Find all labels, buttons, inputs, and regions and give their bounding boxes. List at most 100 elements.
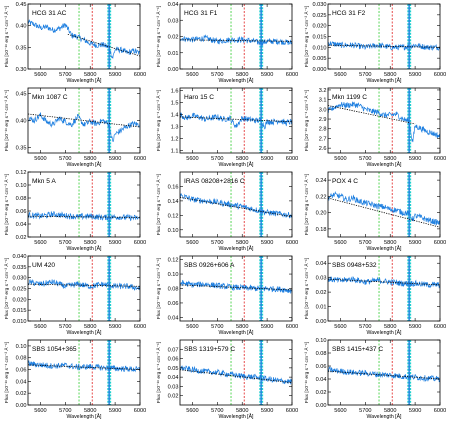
- plot-area: [180, 340, 292, 405]
- spectrum-line: [180, 193, 292, 219]
- y-axis-label: Flux [10⁻¹⁶ erg s⁻¹ cm⁻² Å⁻¹]: [155, 174, 162, 235]
- continuum-fit-line: [28, 283, 140, 287]
- y-axis-label: Flux [10⁻¹⁶ erg s⁻¹ cm⁻² Å⁻¹]: [3, 258, 10, 319]
- x-tick-label: 5600: [186, 408, 198, 414]
- plot-area: [180, 256, 292, 321]
- y-tick-label: 0.030: [313, 2, 327, 8]
- y-tick-label: 0.00: [316, 319, 327, 325]
- x-tick-label: 6000: [434, 72, 446, 78]
- plot-frame: [179, 87, 293, 154]
- plot-area: [328, 4, 440, 69]
- panel-4: 5600 5700 5800 5900 6000 0.35 0.40 0.45 Mkn 1087…: [3, 87, 146, 168]
- x-tick-label: 5700: [59, 408, 71, 414]
- y-axis-label: Flux [10⁻¹⁶ erg s⁻¹ cm⁻² Å⁻¹]: [155, 258, 162, 319]
- x-tick-label: 6000: [434, 408, 446, 414]
- x-tick-label: 5600: [34, 324, 46, 330]
- panel-title: Mkn 1087 C: [32, 94, 68, 101]
- y-axis-label: Flux [10⁻¹⁶ erg s⁻¹ cm⁻² Å⁻¹]: [155, 6, 162, 67]
- plot-frame: [27, 339, 141, 406]
- panel-12: 5600 5700 5800 5900 6000 0.00 0.01 0.02 0.03 0.04…: [303, 255, 446, 336]
- y-tick-label: 0.02: [168, 35, 179, 41]
- x-tick-label: 6000: [434, 156, 446, 162]
- y-axis-label: Flux [10⁻¹⁶ erg s⁻¹ cm⁻² Å⁻¹]: [303, 174, 310, 235]
- y-tick-label: 1.2: [171, 137, 179, 143]
- y-tick-label: 0.04: [316, 261, 327, 267]
- x-tick-label: 5700: [359, 240, 371, 246]
- panel-10: 5600 5700 5800 5900 6000 0.010 0.015 0.020 0.025…: [3, 254, 146, 336]
- x-axis-label: Wavelength [Å]: [367, 161, 403, 168]
- y-tick-label: 0.040: [13, 254, 27, 260]
- panel-title: SBS 1319+579 C: [184, 346, 235, 353]
- y-tick-label: 0.10: [316, 338, 327, 344]
- y-tick-label: 0.12: [16, 170, 27, 176]
- y-tick-label: 0.06: [168, 357, 179, 363]
- y-tick-label: 3.1: [319, 98, 327, 104]
- continuum-fit-line: [180, 196, 292, 218]
- x-tick-label: 5800: [84, 408, 96, 414]
- y-tick-label: 0.14: [168, 199, 179, 205]
- y-tick-label: 0.40: [16, 24, 27, 30]
- y-tick-label: 0.07: [168, 347, 179, 353]
- y-tick-label: 0.04: [16, 379, 27, 385]
- panel-title: IRAS 08208+2816 C: [184, 178, 245, 185]
- x-tick-label: 5600: [334, 324, 346, 330]
- continuum-fit-line: [67, 33, 140, 57]
- y-tick-label: 0.00: [168, 67, 179, 73]
- x-axis-label: Wavelength [Å]: [219, 245, 255, 252]
- y-tick-label: 3.0: [319, 107, 327, 113]
- spectrum-line: [28, 360, 140, 373]
- x-tick-label: 5700: [211, 240, 223, 246]
- panel-6: 5600 5700 5800 5900 6000 2.6 2.7 2.8 2.9 3.0 3.1 3.…: [303, 87, 446, 168]
- spectrum-line: [328, 366, 440, 383]
- y-axis-label: Flux [10⁻¹⁶ erg s⁻¹ cm⁻² Å⁻¹]: [303, 90, 310, 151]
- x-tick-label: 5800: [236, 324, 248, 330]
- plot-frame: [327, 255, 441, 322]
- continuum-fit-line: [28, 364, 140, 370]
- plot-area: [28, 4, 140, 69]
- x-axis-label: Wavelength [Å]: [367, 413, 403, 420]
- x-tick-label: 5700: [59, 240, 71, 246]
- y-tick-label: 0.010: [13, 319, 27, 325]
- y-tick-label: 0.04: [168, 375, 179, 381]
- panel-title: SBS 1054+365: [32, 346, 77, 353]
- panel-title: SBS 1415+437 C: [332, 346, 383, 353]
- spectrum-line: [28, 279, 140, 291]
- x-tick-label: 6000: [286, 156, 298, 162]
- y-tick-label: 0.01: [316, 305, 327, 311]
- x-tick-label: 5900: [409, 408, 421, 414]
- x-tick-label: 6000: [434, 324, 446, 330]
- y-tick-label: 0.12: [168, 213, 179, 219]
- y-tick-label: 0.06: [168, 301, 179, 307]
- y-tick-label: 0.45: [16, 91, 27, 97]
- spectrum-line: [180, 279, 292, 294]
- y-axis-label: Flux [10⁻¹⁶ erg s⁻¹ cm⁻² Å⁻¹]: [3, 342, 10, 403]
- x-axis-label: Wavelength [Å]: [67, 413, 103, 420]
- panel-title: HCG 31 F2: [332, 10, 366, 17]
- continuum-fit-line: [328, 105, 416, 125]
- x-tick-label: 5600: [34, 156, 46, 162]
- y-tick-label: 0.22: [316, 194, 327, 200]
- panel-title: Haro 15 C: [184, 94, 214, 101]
- x-tick-label: 5600: [186, 324, 198, 330]
- x-tick-label: 5900: [109, 324, 121, 330]
- spectrum-line: [328, 41, 440, 51]
- y-tick-label: 1.3: [171, 125, 179, 131]
- x-tick-label: 5700: [211, 72, 223, 78]
- y-tick-label: 1.5: [171, 100, 179, 106]
- y-tick-label: 0.035: [13, 265, 27, 271]
- x-tick-label: 5600: [334, 156, 346, 162]
- plot-frame: [327, 339, 441, 406]
- continuum-fit-line: [328, 370, 440, 380]
- x-tick-label: 6000: [134, 72, 146, 78]
- y-tick-label: 1.6: [171, 88, 179, 94]
- x-axis-label: Wavelength [Å]: [219, 161, 255, 168]
- plot-frame: [179, 171, 293, 238]
- y-tick-label: 0.30: [16, 67, 27, 73]
- x-tick-label: 5700: [211, 156, 223, 162]
- y-tick-label: 0.00: [316, 403, 327, 409]
- y-tick-label: 1.1: [171, 149, 179, 155]
- y-axis-label: Flux [10⁻¹⁶ erg s⁻¹ cm⁻² Å⁻¹]: [303, 6, 310, 67]
- y-tick-label: 0.020: [313, 24, 327, 30]
- x-axis-label: Wavelength [Å]: [367, 77, 403, 84]
